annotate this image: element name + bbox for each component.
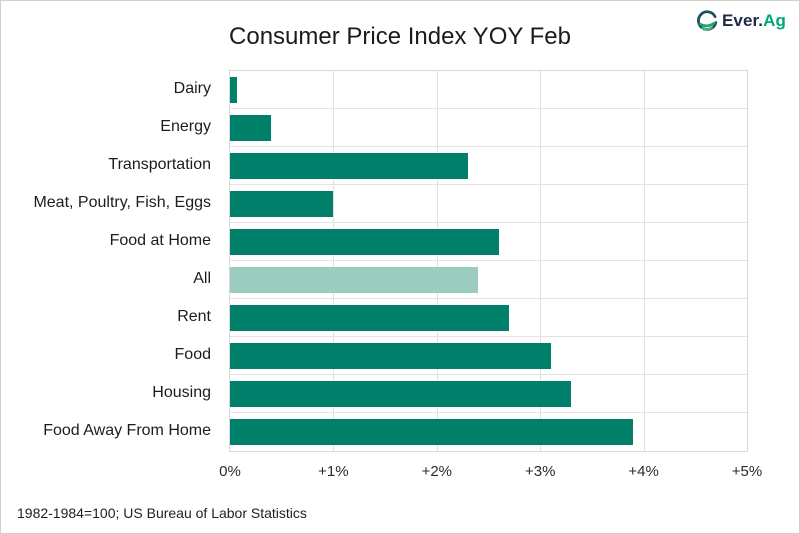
source-footnote: 1982-1984=100; US Bureau of Labor Statis…	[17, 505, 307, 521]
x-axis: 0% +1% +2% +3% +4% +5%	[219, 452, 762, 486]
chart-title: Consumer Price Index YOY Feb	[229, 23, 571, 50]
ever-ag-globe-icon	[696, 10, 718, 32]
logo-text-accent: Ag	[763, 11, 786, 30]
vertical-gridline	[540, 71, 542, 451]
bar	[230, 76, 238, 103]
chart-row	[230, 337, 747, 375]
category-label: Meat, Poultry, Fish, Eggs	[33, 194, 211, 211]
category-label: Food Away From Home	[43, 422, 211, 439]
x-tick-label: +3%	[524, 463, 556, 480]
chart-row	[230, 375, 747, 413]
bar	[230, 380, 572, 407]
x-tick-label: 0%	[219, 463, 241, 480]
category-label: Housing	[152, 384, 211, 401]
category-label: Food	[174, 346, 211, 363]
chart-row	[230, 413, 747, 451]
bar	[230, 152, 468, 179]
vertical-gridline	[436, 71, 438, 451]
category-label: Energy	[160, 118, 211, 135]
category-label: Transportation	[108, 156, 211, 173]
x-tick-label: +4%	[628, 463, 659, 480]
ever-ag-logo: Ever.Ag	[696, 10, 786, 32]
plot-area	[229, 70, 748, 452]
x-tick-label: +5%	[731, 463, 763, 480]
logo-text-primary: Ever.	[721, 11, 764, 30]
chart-row	[230, 185, 747, 223]
category-labels-column: Dairy Energy Transportation Meat, Poultry, …	[1, 70, 229, 452]
bar-chart: Dairy Energy Transportation Meat, Poultry, …	[1, 70, 799, 452]
bar	[230, 419, 634, 445]
bar	[230, 342, 551, 369]
chart-row	[230, 261, 747, 299]
vertical-gridline	[333, 71, 335, 451]
bar	[230, 228, 499, 255]
x-tick-label: +1%	[318, 463, 349, 480]
x-tick-label: +2%	[421, 463, 453, 480]
bar	[230, 190, 334, 217]
category-label: Food at Home	[109, 232, 211, 249]
bar	[230, 304, 510, 331]
category-label: Dairy	[173, 80, 211, 97]
vertical-gridline	[643, 71, 645, 451]
chart-row	[230, 147, 747, 185]
chart-row	[230, 109, 747, 147]
bar	[230, 266, 479, 293]
ever-ag-wordmark: Ever.Ag	[722, 11, 786, 31]
chart-row	[230, 223, 747, 261]
chart-row	[230, 71, 747, 109]
category-label: All	[193, 270, 211, 287]
chart-row	[230, 299, 747, 337]
bar	[230, 114, 272, 141]
category-label: Rent	[177, 308, 211, 325]
